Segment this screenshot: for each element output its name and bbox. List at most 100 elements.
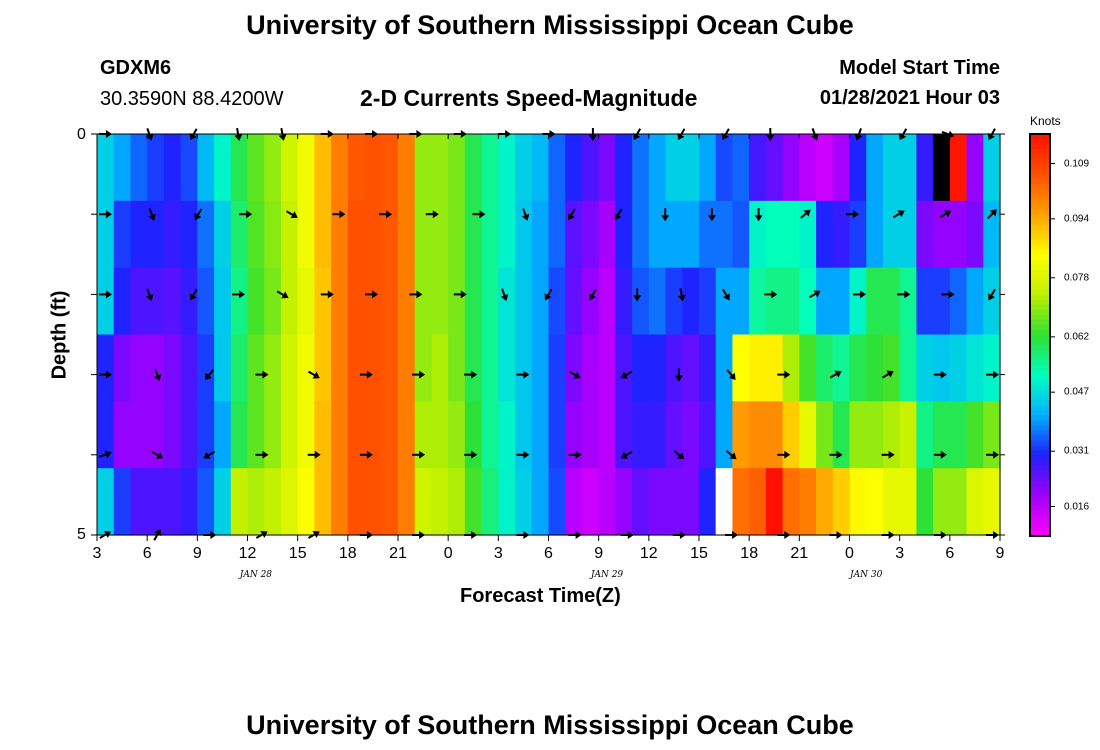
heatmap-cell (565, 134, 583, 202)
heatmap-cell (799, 468, 817, 536)
current-arrow (425, 210, 439, 219)
heatmap-cell (163, 334, 182, 402)
current-arrow (148, 208, 156, 221)
current-arrow (255, 370, 269, 379)
colorbar-tick-label: 0.031 (1064, 445, 1090, 457)
colorbar-segment (1030, 375, 1050, 381)
current-arrow (151, 450, 164, 459)
x-axis-title: Forecast Time(Z) (460, 585, 621, 607)
current-arrow (276, 290, 289, 299)
colorbar-segment (1030, 345, 1050, 351)
colorbar-segment (1030, 229, 1050, 236)
current-arrow (853, 290, 866, 299)
colorbar-segment (1030, 475, 1050, 482)
current-arrow (677, 128, 686, 141)
current-arrow (99, 210, 112, 219)
heatmap-cell (715, 134, 734, 202)
current-arrow (754, 208, 763, 222)
current-arrow (286, 210, 298, 219)
heatmap-cell (765, 468, 784, 536)
current-arrow (854, 128, 863, 141)
heatmap-cell (498, 334, 516, 402)
heatmap-cell (632, 200, 650, 269)
heatmap-cell (581, 134, 600, 202)
heatmap-cell (699, 200, 717, 269)
current-arrow (99, 290, 112, 299)
current-arrow (988, 128, 996, 141)
colorbar-segment (1030, 410, 1050, 417)
x-tick-label: 3 (493, 545, 503, 562)
heatmap-cell (832, 334, 851, 402)
model-start-label: Model Start Time (839, 57, 1000, 79)
heatmap-cell (464, 134, 483, 202)
colorbar-segment (1030, 380, 1050, 386)
current-arrow (365, 290, 379, 299)
heatmap-cell (531, 200, 550, 269)
colorbar-segment (1030, 430, 1050, 437)
heatmap-cell (765, 200, 784, 269)
x-tick-label: 6 (945, 545, 955, 562)
heatmap-cell (381, 401, 399, 469)
heatmap-cell (648, 334, 667, 402)
colorbar-segment (1030, 425, 1050, 432)
colorbar-segment (1030, 279, 1050, 286)
y-axis-title: Depth (ft) (48, 290, 71, 380)
colorbar-segment (1030, 269, 1050, 276)
x-tick-label: 0 (443, 545, 453, 562)
x-tick-label: 3 (895, 545, 905, 562)
station-coordinates: 30.3590N 88.4200W (100, 88, 284, 110)
heatmap-cell (197, 200, 215, 269)
heatmap-cell (949, 468, 968, 536)
heatmap-cell (381, 134, 399, 202)
colorbar-segment (1030, 169, 1050, 175)
x-tick-label: 9 (594, 545, 604, 562)
current-arrow (808, 290, 821, 299)
colorbar-segment (1030, 460, 1050, 467)
heatmap-cell (230, 200, 249, 269)
heatmap-cell (715, 200, 734, 269)
x-tick-label: 9 (192, 545, 202, 562)
heatmap-cell (648, 134, 667, 202)
heatmap-cell (515, 468, 533, 536)
current-arrow (892, 210, 905, 219)
heatmap-cell (280, 401, 299, 469)
heatmap-cell (280, 267, 299, 336)
x-tick-label: 3 (92, 545, 102, 562)
heatmap-cell (464, 200, 483, 269)
heatmap-cell (665, 200, 683, 269)
heatmap-cell (765, 334, 784, 402)
x-tick-label: 6 (544, 545, 553, 562)
heatmap-cell (682, 401, 700, 469)
current-arrow (897, 290, 911, 299)
heatmap-cell (364, 401, 382, 469)
heatmap-cell (97, 200, 115, 269)
current-arrow (766, 128, 775, 141)
x-date-label: JAN 30 (850, 570, 883, 580)
heatmap-cell (247, 401, 265, 469)
heatmap-cell (966, 134, 984, 202)
current-arrow (516, 370, 530, 379)
heatmap-cell (648, 401, 667, 469)
heatmap-cell (331, 267, 349, 336)
colorbar-segment (1030, 360, 1050, 366)
heatmap-cell (966, 401, 984, 469)
heatmap-cell (163, 267, 182, 336)
heatmap-cell (749, 200, 767, 269)
current-arrow (777, 450, 791, 459)
x-tick-label: 6 (142, 545, 152, 562)
heatmap-cell (916, 267, 934, 336)
heatmap-cell (197, 334, 215, 402)
heatmap-cell (598, 267, 616, 336)
heatmap-cell (799, 134, 817, 202)
heatmap-cell (816, 468, 834, 536)
page-title: University of Southern Mississippi Ocean… (246, 10, 854, 40)
heatmap-cell (414, 468, 433, 536)
colorbar-segment (1030, 440, 1050, 447)
heatmap-cell (331, 401, 349, 469)
current-arrow (620, 450, 633, 459)
heatmap-cell (314, 267, 332, 336)
heatmap-cell (247, 267, 265, 336)
colorbar-tick-label: 0.078 (1064, 272, 1090, 284)
heatmap-cell (264, 200, 282, 269)
